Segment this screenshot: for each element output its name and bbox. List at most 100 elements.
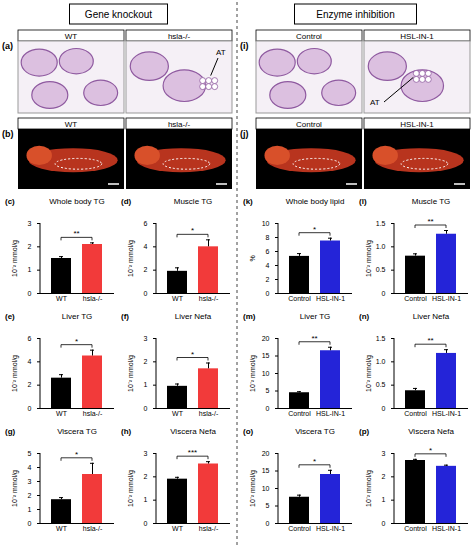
svg-text:4: 4: [266, 262, 270, 269]
svg-text:1: 1: [28, 506, 32, 513]
svg-text:HSL-IN-1: HSL-IN-1: [432, 295, 461, 302]
svg-text:10⁻² mmol/g: 10⁻² mmol/g: [11, 240, 19, 277]
svg-text:4: 4: [28, 358, 32, 365]
svg-text:1: 1: [144, 496, 148, 503]
svg-text:WT: WT: [172, 410, 184, 417]
svg-text:(j): (j): [240, 129, 249, 139]
svg-text:Control: Control: [288, 295, 311, 302]
svg-text:Control: Control: [296, 120, 322, 129]
svg-text:3: 3: [144, 450, 148, 457]
svg-text:(b): (b): [2, 129, 14, 139]
svg-text:15: 15: [262, 467, 270, 474]
svg-text:hsla-/-: hsla-/-: [199, 410, 219, 417]
svg-text:3: 3: [28, 478, 32, 485]
svg-text:WT: WT: [56, 410, 68, 417]
svg-text:WT: WT: [65, 32, 78, 41]
svg-text:AT: AT: [216, 48, 226, 57]
svg-text:10⁻² mmol/g: 10⁻² mmol/g: [249, 355, 257, 392]
svg-text:10⁻² mmol/g: 10⁻² mmol/g: [127, 355, 135, 392]
svg-text:hsla-/-: hsla-/-: [83, 295, 103, 302]
svg-text:2: 2: [382, 473, 386, 480]
svg-text:2: 2: [28, 243, 32, 250]
svg-text:HSL-IN-1: HSL-IN-1: [316, 525, 345, 532]
svg-text:(a): (a): [2, 41, 13, 51]
svg-text:**: **: [73, 229, 79, 238]
svg-text:Control: Control: [288, 410, 311, 417]
svg-text:1: 1: [28, 266, 32, 273]
svg-text:1.0: 1.0: [376, 358, 386, 365]
svg-text:5: 5: [266, 502, 270, 509]
svg-text:4: 4: [28, 464, 32, 471]
svg-text:3: 3: [144, 335, 148, 342]
svg-text:0: 0: [266, 290, 270, 297]
svg-text:*: *: [191, 226, 194, 235]
svg-text:10⁻² mmol/g: 10⁻² mmol/g: [11, 355, 19, 392]
svg-text:8: 8: [266, 234, 270, 241]
svg-text:hsla-/-: hsla-/-: [83, 410, 103, 417]
svg-text:0: 0: [382, 290, 386, 297]
svg-text:0: 0: [28, 290, 32, 297]
svg-text:4: 4: [144, 243, 148, 250]
svg-text:**: **: [311, 334, 317, 343]
svg-text:WT: WT: [65, 120, 78, 129]
svg-text:10: 10: [262, 220, 270, 227]
svg-text:*: *: [313, 457, 316, 466]
svg-text:*: *: [191, 350, 194, 359]
svg-text:10: 10: [262, 485, 270, 492]
svg-text:5: 5: [28, 450, 32, 457]
svg-text:**: **: [427, 336, 433, 345]
svg-text:10⁻² mmol/g: 10⁻² mmol/g: [365, 355, 373, 392]
svg-text:6: 6: [144, 220, 148, 227]
svg-text:Control: Control: [404, 295, 427, 302]
svg-text:2: 2: [28, 381, 32, 388]
svg-text:6: 6: [28, 335, 32, 342]
svg-text:3: 3: [382, 450, 386, 457]
svg-text:0.5: 0.5: [376, 381, 386, 388]
svg-text:3: 3: [28, 220, 32, 227]
svg-text:2: 2: [144, 473, 148, 480]
svg-text:6: 6: [266, 248, 270, 255]
svg-text:0: 0: [382, 405, 386, 412]
svg-text:0: 0: [28, 520, 32, 527]
svg-text:0: 0: [266, 520, 270, 527]
svg-text:WT: WT: [56, 295, 68, 302]
svg-text:***: ***: [188, 448, 197, 457]
svg-text:Control: Control: [288, 525, 311, 532]
svg-text:*: *: [75, 337, 78, 346]
svg-text:2: 2: [144, 266, 148, 273]
svg-text:10⁻² mmol/g: 10⁻² mmol/g: [365, 240, 373, 277]
svg-text:1.0: 1.0: [376, 243, 386, 250]
svg-text:Gene knockout: Gene knockout: [85, 9, 152, 20]
svg-text:0: 0: [144, 520, 148, 527]
svg-text:0: 0: [144, 290, 148, 297]
svg-text:*: *: [75, 450, 78, 459]
svg-text:2: 2: [28, 492, 32, 499]
svg-text:WT: WT: [172, 525, 184, 532]
svg-text:AT: AT: [370, 98, 380, 107]
svg-text:%: %: [249, 255, 256, 261]
svg-text:hsla-/-: hsla-/-: [199, 295, 219, 302]
svg-text:20: 20: [262, 450, 270, 457]
svg-text:Enzyme inhibition: Enzyme inhibition: [316, 9, 394, 20]
svg-text:10⁻² mmol/g: 10⁻² mmol/g: [249, 470, 257, 507]
svg-text:5: 5: [266, 387, 270, 394]
svg-text:10⁻² mmol/g: 10⁻² mmol/g: [127, 470, 135, 507]
svg-text:Control: Control: [404, 525, 427, 532]
svg-text:Control: Control: [296, 32, 322, 41]
svg-text:*: *: [313, 225, 316, 234]
svg-text:hsla-/-: hsla-/-: [168, 32, 191, 41]
svg-text:0: 0: [144, 405, 148, 412]
svg-text:**: **: [427, 217, 433, 226]
svg-text:HSL-IN-1: HSL-IN-1: [432, 410, 461, 417]
svg-text:2: 2: [144, 358, 148, 365]
svg-text:0.5: 0.5: [376, 266, 386, 273]
svg-text:10⁻² mmol/g: 10⁻² mmol/g: [365, 470, 373, 507]
svg-text:(i): (i): [240, 41, 249, 51]
svg-text:1.5: 1.5: [376, 220, 386, 227]
svg-text:HSL-IN-1: HSL-IN-1: [400, 120, 434, 129]
svg-text:HSL-IN-1: HSL-IN-1: [316, 295, 345, 302]
svg-text:0: 0: [382, 520, 386, 527]
svg-text:10⁻² mmol/g: 10⁻² mmol/g: [127, 240, 135, 277]
svg-text:HSL-IN-1: HSL-IN-1: [316, 410, 345, 417]
svg-text:HSL-IN-1: HSL-IN-1: [400, 32, 434, 41]
